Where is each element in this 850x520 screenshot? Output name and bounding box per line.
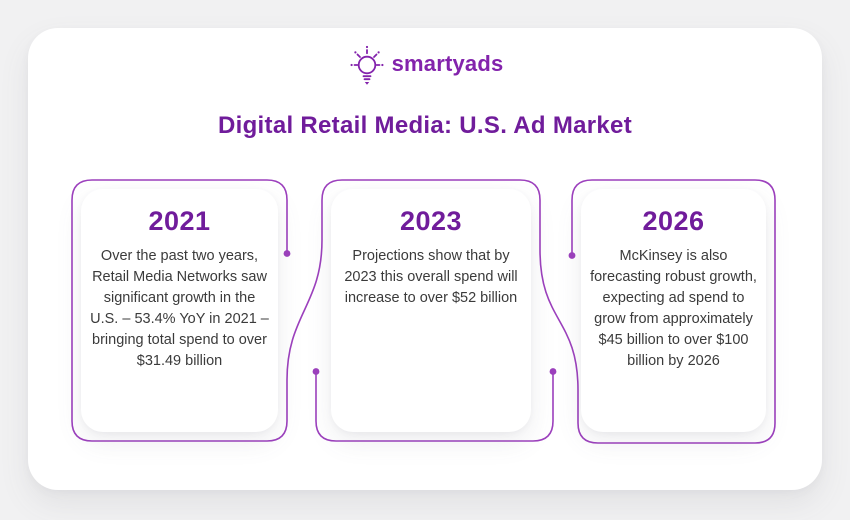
milestone-card-2021: 2021 Over the past two years, Retail Med… (81, 189, 278, 432)
logo-text: smartyads (391, 51, 504, 76)
year-heading: 2026 (642, 206, 705, 236)
milestone-description: McKinsey is also forecasting robust grow… (590, 248, 757, 370)
milestone-card-2023: 2023 Projections show that by 2023 this … (331, 189, 531, 432)
page-title: Digital Retail Media: U.S. Ad Market (218, 112, 632, 139)
milestone-description: Over the past two years, Retail Media Ne… (90, 248, 269, 370)
lightbulb-icon (350, 45, 384, 85)
milestone-description: Projections show that by 2023 this overa… (344, 248, 518, 307)
milestone-card-2026: 2026 McKinsey is also forecasting robust… (581, 189, 766, 432)
year-heading: 2023 (399, 206, 463, 236)
year-heading: 2021 (148, 206, 211, 236)
logo: smartyads (0, 42, 850, 86)
